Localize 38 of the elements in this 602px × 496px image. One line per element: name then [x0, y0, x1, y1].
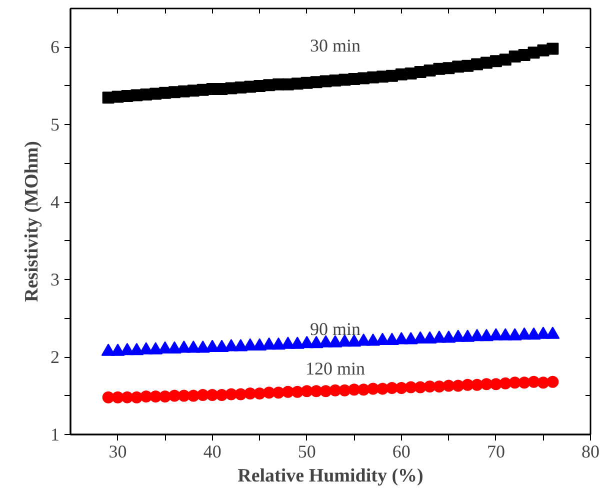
point [386, 382, 398, 394]
x-tick-label: 40 [203, 442, 222, 462]
y-tick-label: 3 [50, 270, 60, 290]
x-tick-label: 50 [298, 442, 316, 462]
point [244, 387, 256, 400]
series-label: 120 min [305, 358, 365, 378]
point [546, 42, 559, 55]
point [348, 384, 360, 396]
y-tick-label: 6 [50, 37, 60, 58]
x-tick-label: 70 [486, 442, 505, 462]
y-tick-label: 1 [50, 424, 60, 444]
point [471, 378, 484, 391]
point [150, 390, 162, 403]
point [452, 380, 464, 392]
point [367, 382, 380, 395]
y-tick-label: 5 [50, 114, 60, 135]
point [282, 386, 294, 398]
x-tick-label: 80 [582, 442, 600, 462]
point [140, 390, 152, 403]
point [187, 390, 200, 402]
point [537, 376, 550, 389]
point [338, 384, 351, 396]
point [272, 386, 284, 399]
y-tick-label: 4 [50, 192, 60, 212]
point [433, 380, 446, 392]
point [168, 390, 180, 402]
x-tick-label: 60 [392, 442, 410, 462]
series-label: 30 min [310, 36, 360, 56]
x-axis-title: Relative Humidity (%) [238, 466, 424, 486]
y-tick-label: 2 [50, 347, 60, 368]
series-label: 90 min [310, 319, 360, 340]
point [358, 384, 370, 396]
point [159, 390, 172, 403]
point [546, 376, 559, 388]
point [490, 378, 502, 390]
x-tick-label: 30 [108, 442, 127, 462]
point [263, 386, 276, 399]
y-axis-title: Resistivity (MOhm) [22, 141, 42, 302]
